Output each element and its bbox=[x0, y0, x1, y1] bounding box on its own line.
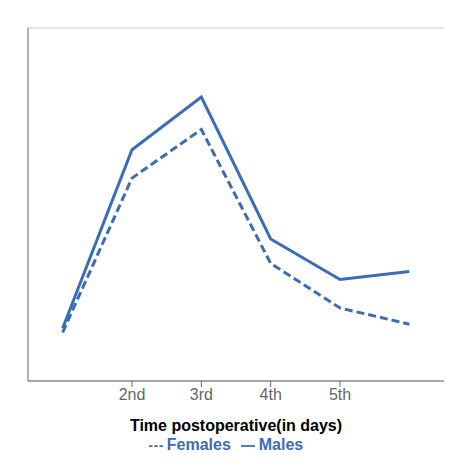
html-text:Females: Females bbox=[166, 436, 231, 453]
svg-text:5th: 5th bbox=[329, 386, 351, 403]
svg-text:2nd: 2nd bbox=[119, 386, 146, 403]
svg-text:4th: 4th bbox=[260, 386, 282, 403]
svg-text:Time postoperative(in days): Time postoperative(in days) bbox=[130, 417, 342, 434]
html-text:Males: Males bbox=[258, 436, 304, 453]
svg-text:3rd: 3rd bbox=[190, 386, 213, 403]
